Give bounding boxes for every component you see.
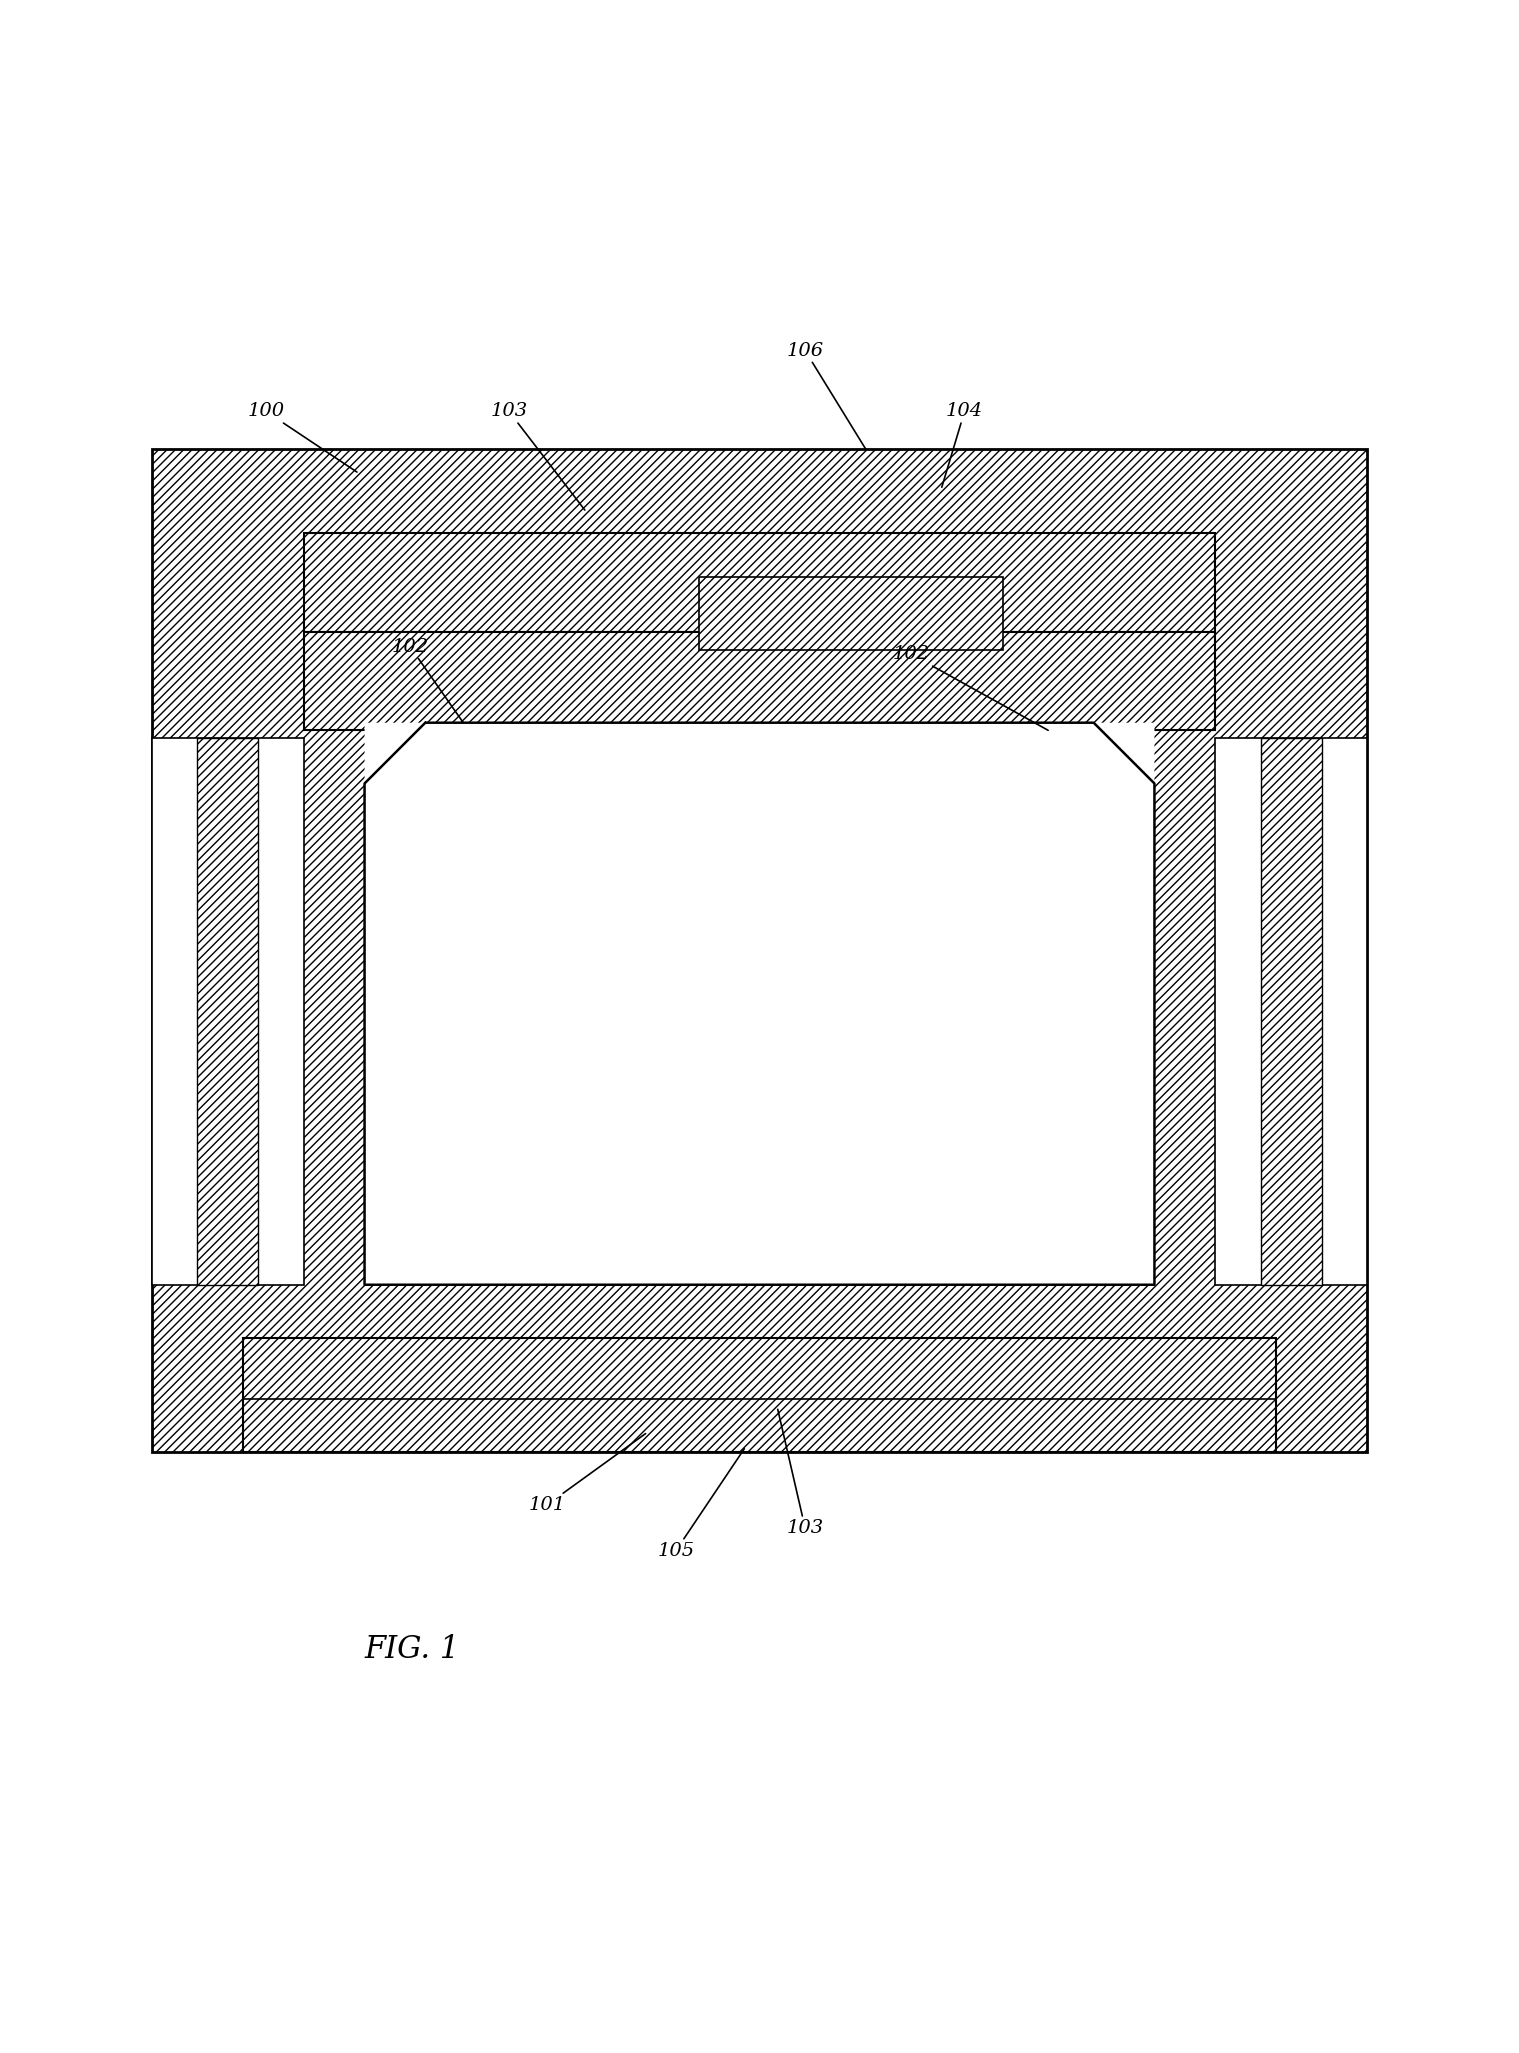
Text: FIG. 1: FIG. 1 [365,1634,460,1665]
Bar [243,1339,1276,1451]
Text: 103: 103 [491,402,585,509]
Bar [699,577,1003,651]
Bar [365,723,1154,1285]
Text: 105: 105 [658,1449,744,1560]
Bar [1261,737,1322,1285]
Text: 102: 102 [392,638,463,723]
Text: 103: 103 [778,1408,823,1538]
Text: 102: 102 [893,645,1048,731]
Text: 101: 101 [529,1433,646,1513]
Bar [152,737,304,1285]
Bar [152,450,1367,1451]
Polygon shape [365,723,428,786]
Text: 100: 100 [248,402,357,472]
Bar [1215,737,1367,1285]
Bar [304,534,1215,632]
Text: 106: 106 [787,341,866,450]
Bar [197,737,258,1285]
Bar [243,1339,1276,1398]
Text: 104: 104 [942,402,983,487]
Polygon shape [1091,723,1154,786]
Bar [304,632,1215,731]
